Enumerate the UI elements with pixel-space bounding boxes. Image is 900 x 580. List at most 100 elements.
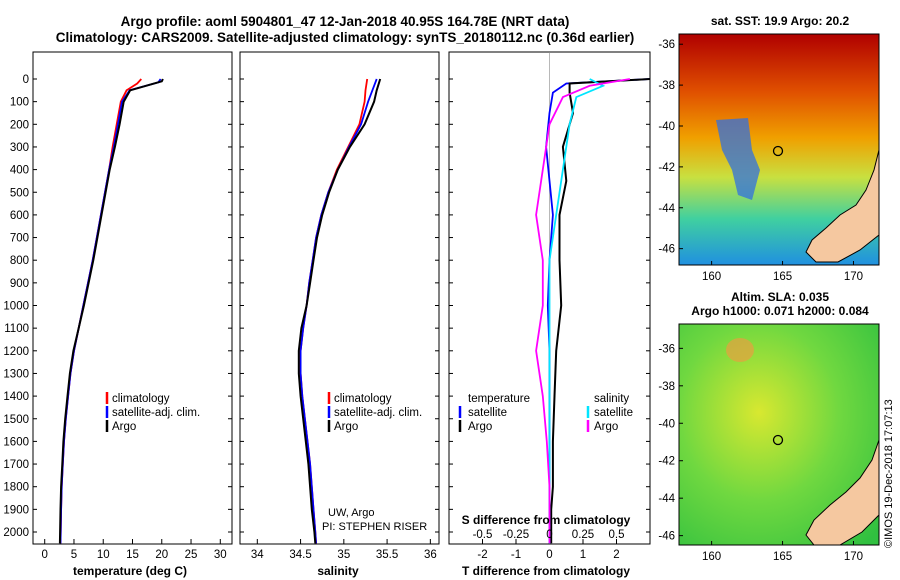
depth-tick-label: 1000: [3, 301, 29, 313]
title-line-2: Climatology: CARS2009. Satellite-adjuste…: [56, 30, 634, 45]
map-lat-tick-label: -36: [658, 39, 675, 51]
s-difference-tick-label: 0.25: [572, 529, 594, 541]
depth-tick-label: 800: [10, 255, 29, 267]
sst-map-title: sat. SST: 19.9 Argo: 20.2: [711, 14, 850, 28]
series-line-salinity-argo: [535, 78, 631, 544]
sst-cold-patch: [716, 118, 760, 200]
map-lon-tick-label: 165: [773, 271, 792, 283]
legend2-climatology-label: climatology: [334, 393, 392, 405]
map-lon-tick-label: 160: [702, 271, 721, 283]
s-difference-tick-labels: -0.5 -0.25 0 0.25 0.5: [473, 529, 625, 541]
legend3-salinity-heading: salinity: [594, 393, 629, 405]
temperature-axis-label: temperature (deg C): [73, 564, 187, 578]
legend3-t-argo-label: Argo: [468, 421, 492, 433]
sst-land: [805, 149, 880, 263]
depth-tick-label: 1900: [3, 504, 29, 516]
depth-tick-label: 900: [10, 278, 29, 290]
legend-salinity: climatology satellite-adj. clim. Argo: [327, 392, 422, 433]
depth-tick-label: 400: [10, 165, 29, 177]
map-lat-tick-label: -44: [658, 203, 675, 215]
legend-temperature: climatology satellite-adj. clim. Argo: [105, 392, 200, 433]
map-lat-tick-label: -46: [658, 531, 675, 543]
depth-tick-label: 300: [10, 142, 29, 154]
s-difference-tick-label: -0.5: [473, 529, 493, 541]
x-tick-label: -2: [477, 549, 487, 561]
series-line-argo: [58, 78, 164, 544]
map-lon-tick-label: 170: [844, 551, 863, 563]
sla-map-frame: [678, 323, 880, 546]
legend2-argo-label: Argo: [334, 421, 358, 433]
legend-difference: temperature satellite Argo salinity sate…: [458, 393, 633, 433]
x-tick-label: 34: [251, 549, 264, 561]
salinity-axis-label: salinity: [317, 564, 359, 578]
map-lat-tick-label: -36: [658, 343, 675, 355]
series-line-temperature-argo: [550, 78, 651, 544]
map-lat-tick-label: -42: [658, 456, 675, 468]
map-lat-tick-label: -40: [658, 121, 675, 133]
t-difference-axis-label: T difference from climatology: [462, 564, 630, 578]
legend3-t-satellite-label: satellite: [468, 407, 507, 419]
temperature-panel: 0 5 10 15 20 25 30: [32, 51, 233, 561]
sst-map: -36 -38 -40 -42 -44 -46 160 165 170: [658, 33, 880, 283]
depth-tick-label: 600: [10, 210, 29, 222]
series-line-temperature-satellite: [545, 78, 651, 544]
x-tick-label: 0: [42, 549, 48, 561]
depth-tick-label: 700: [10, 233, 29, 245]
depth-tick-label: 1600: [3, 436, 29, 448]
salinity-panel-frame: [239, 51, 440, 545]
legend-climatology-label: climatology: [112, 393, 170, 405]
x-tick-label: 5: [71, 549, 77, 561]
map-lat-tick-label: -40: [658, 418, 675, 430]
legend3-temperature-heading: temperature: [468, 393, 530, 405]
map-lat-tick-label: -38: [658, 381, 675, 393]
x-tick-label: 34.5: [289, 549, 311, 561]
legend3-s-satellite-label: satellite: [594, 407, 633, 419]
difference-panel: -2 -1 0 1 2: [448, 51, 651, 561]
map-lat-tick-label: -42: [658, 162, 675, 174]
legend-satellite-label: satellite-adj. clim.: [112, 407, 200, 419]
depth-tick-label: 1100: [4, 323, 29, 335]
sla-land: [805, 439, 880, 546]
depth-tick-label: 1300: [3, 368, 29, 380]
s-difference-tick-label: 0: [546, 529, 552, 541]
map-lon-tick-label: 160: [702, 551, 721, 563]
map-lon-tick-label: 170: [844, 271, 863, 283]
series-line-salinity-satellite: [548, 78, 606, 544]
legend3-s-argo-label: Argo: [594, 421, 618, 433]
x-tick-label: 35: [337, 549, 350, 561]
x-tick-label: 10: [97, 549, 110, 561]
depth-tick-label: 100: [10, 97, 29, 109]
depth-tick-label: 1500: [3, 414, 29, 426]
x-tick-label: 25: [185, 549, 198, 561]
credit-uw: UW, Argo: [328, 507, 374, 519]
credit-pi: PI: STEPHEN RISER: [322, 521, 427, 533]
salinity-panel: 34 34.5 35 35.5 36: [239, 51, 440, 561]
series-line-satellite-adj-clim-: [59, 78, 162, 544]
sla-argo-position-marker: [772, 434, 784, 446]
x-tick-label: 15: [126, 549, 139, 561]
s-difference-tick-label: -0.25: [503, 529, 529, 541]
legend2-satellite-label: satellite-adj. clim.: [334, 407, 422, 419]
sla-map-title-1: Altim. SLA: 0.035: [731, 290, 829, 304]
sst-argo-position-marker: [772, 145, 784, 157]
x-tick-label: 35.5: [376, 549, 398, 561]
sla-map-title-2: Argo h1000: 0.071 h2000: 0.084: [691, 304, 869, 318]
series-line-climatology: [59, 78, 142, 544]
series-line-argo: [297, 78, 382, 544]
depth-tick-label: 1400: [3, 391, 29, 403]
imos-timestamp: ©IMOS 19-Dec-2018 17:07:13: [883, 399, 895, 548]
x-tick-label: 0: [546, 549, 552, 561]
sst-map-frame: [678, 33, 880, 266]
x-tick-label: -1: [511, 549, 521, 561]
depth-tick-label: 200: [10, 119, 29, 131]
sla-high-patch: [726, 338, 754, 362]
depth-tick-label: 1800: [3, 482, 29, 494]
title-line-1: Argo profile: aoml 5904801_47 12-Jan-201…: [121, 14, 570, 29]
x-tick-label: 2: [613, 549, 619, 561]
x-tick-label: 36: [424, 549, 437, 561]
depth-tick-label: 1200: [3, 346, 29, 358]
x-tick-label: 30: [214, 549, 227, 561]
map-lon-tick-label: 165: [773, 551, 792, 563]
depth-tick-label: 500: [10, 187, 29, 199]
